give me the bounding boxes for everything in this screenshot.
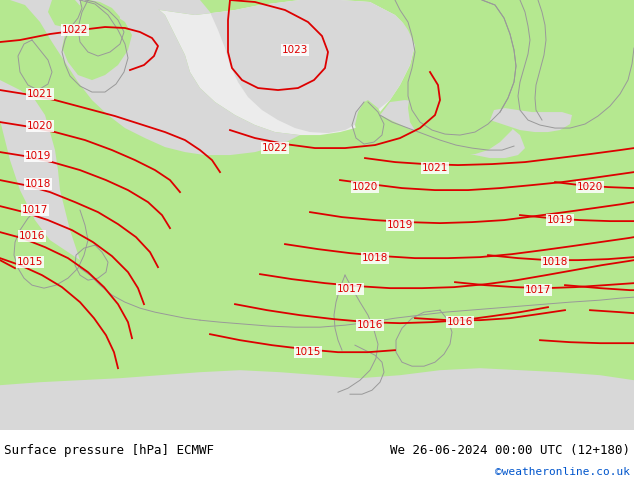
Polygon shape: [380, 100, 525, 158]
Polygon shape: [62, 0, 132, 80]
Text: 1021: 1021: [422, 163, 448, 173]
Text: 1017: 1017: [525, 285, 551, 295]
Text: 1015: 1015: [295, 347, 321, 357]
Polygon shape: [0, 0, 80, 260]
Text: We 26-06-2024 00:00 UTC (12+180): We 26-06-2024 00:00 UTC (12+180): [390, 444, 630, 457]
Text: 1017: 1017: [337, 284, 363, 294]
Text: 1018: 1018: [25, 179, 51, 189]
Polygon shape: [0, 368, 634, 430]
Text: 1018: 1018: [362, 253, 388, 263]
Text: 1019: 1019: [387, 220, 413, 230]
Text: ©weatheronline.co.uk: ©weatheronline.co.uk: [495, 467, 630, 477]
Text: 1016: 1016: [19, 231, 45, 241]
Text: 1022: 1022: [262, 143, 288, 153]
Text: 1023: 1023: [281, 45, 308, 55]
Polygon shape: [20, 40, 52, 85]
Text: 1015: 1015: [17, 257, 43, 267]
Polygon shape: [130, 0, 415, 133]
Polygon shape: [534, 0, 634, 118]
Text: 1021: 1021: [27, 89, 53, 99]
Polygon shape: [130, 0, 415, 135]
Text: 1020: 1020: [577, 182, 603, 192]
Polygon shape: [80, 0, 120, 35]
Polygon shape: [355, 100, 385, 142]
Text: 1016: 1016: [447, 317, 473, 327]
Text: 1018: 1018: [542, 257, 568, 267]
Text: 1022: 1022: [61, 25, 88, 35]
Polygon shape: [48, 0, 82, 28]
Polygon shape: [0, 0, 300, 155]
Polygon shape: [512, 0, 634, 118]
Polygon shape: [390, 0, 524, 155]
Text: 1016: 1016: [357, 320, 383, 330]
Polygon shape: [490, 108, 572, 132]
Text: Surface pressure [hPa] ECMWF: Surface pressure [hPa] ECMWF: [4, 444, 214, 457]
Text: 1020: 1020: [352, 182, 378, 192]
Text: 1017: 1017: [22, 205, 48, 215]
Polygon shape: [0, 0, 634, 430]
Text: 1019: 1019: [547, 215, 573, 225]
Text: 1019: 1019: [25, 151, 51, 161]
Text: 1020: 1020: [27, 121, 53, 131]
